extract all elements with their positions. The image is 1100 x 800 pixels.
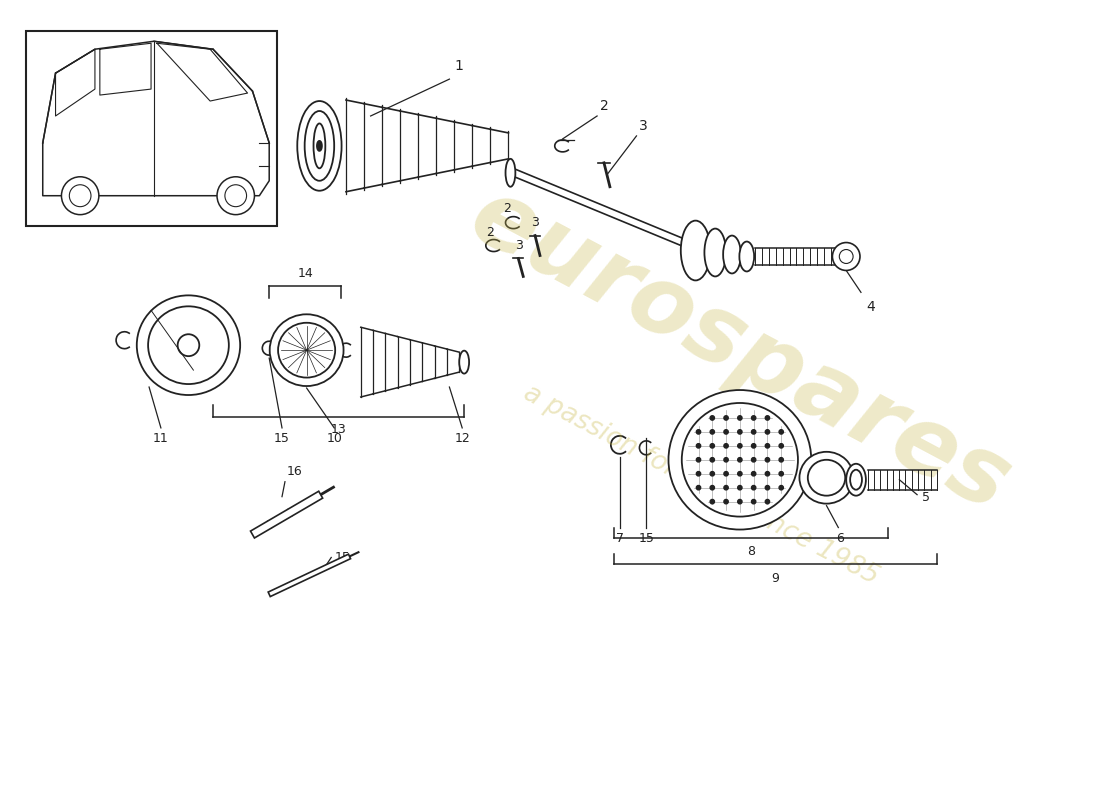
Circle shape bbox=[751, 458, 756, 462]
Circle shape bbox=[738, 458, 742, 462]
Text: 11: 11 bbox=[153, 432, 168, 445]
Ellipse shape bbox=[800, 452, 854, 504]
Circle shape bbox=[724, 458, 728, 462]
Circle shape bbox=[696, 444, 701, 448]
Ellipse shape bbox=[278, 322, 336, 378]
Bar bbox=[26, 31, 277, 226]
Ellipse shape bbox=[459, 350, 469, 374]
Text: 8: 8 bbox=[747, 545, 755, 558]
Circle shape bbox=[751, 416, 756, 420]
Circle shape bbox=[724, 471, 728, 476]
Circle shape bbox=[751, 430, 756, 434]
Circle shape bbox=[738, 416, 742, 420]
Ellipse shape bbox=[807, 460, 845, 496]
Text: 2: 2 bbox=[486, 226, 494, 239]
Circle shape bbox=[711, 444, 715, 448]
Text: 2: 2 bbox=[504, 202, 512, 215]
Circle shape bbox=[696, 458, 701, 462]
Text: 14: 14 bbox=[297, 267, 313, 280]
Ellipse shape bbox=[317, 141, 322, 151]
Circle shape bbox=[711, 430, 715, 434]
Text: 15: 15 bbox=[638, 531, 654, 545]
Circle shape bbox=[738, 486, 742, 490]
Circle shape bbox=[738, 499, 742, 504]
Ellipse shape bbox=[846, 464, 866, 496]
Text: 10: 10 bbox=[327, 432, 342, 445]
Circle shape bbox=[724, 430, 728, 434]
Text: 13: 13 bbox=[331, 423, 346, 436]
Circle shape bbox=[696, 430, 701, 434]
Circle shape bbox=[833, 242, 860, 270]
Text: a passion for parts since 1985: a passion for parts since 1985 bbox=[518, 380, 882, 590]
Text: 16: 16 bbox=[287, 465, 303, 478]
Circle shape bbox=[711, 471, 715, 476]
Circle shape bbox=[724, 486, 728, 490]
Circle shape bbox=[69, 185, 91, 206]
Circle shape bbox=[738, 471, 742, 476]
Circle shape bbox=[696, 471, 701, 476]
Ellipse shape bbox=[270, 314, 343, 386]
Circle shape bbox=[779, 444, 783, 448]
Ellipse shape bbox=[506, 159, 516, 186]
Ellipse shape bbox=[305, 111, 334, 181]
Circle shape bbox=[779, 471, 783, 476]
Text: 6: 6 bbox=[836, 531, 844, 545]
Ellipse shape bbox=[681, 221, 711, 281]
Circle shape bbox=[711, 458, 715, 462]
Text: 3: 3 bbox=[531, 216, 539, 229]
Circle shape bbox=[62, 177, 99, 214]
Ellipse shape bbox=[177, 334, 199, 356]
Text: eurospares: eurospares bbox=[454, 170, 1025, 531]
Text: 7: 7 bbox=[616, 531, 624, 545]
Ellipse shape bbox=[669, 390, 811, 530]
Circle shape bbox=[779, 430, 783, 434]
Circle shape bbox=[738, 430, 742, 434]
Circle shape bbox=[711, 499, 715, 504]
Text: 3: 3 bbox=[639, 119, 648, 133]
Text: 5: 5 bbox=[922, 491, 930, 504]
Circle shape bbox=[779, 458, 783, 462]
Polygon shape bbox=[251, 491, 322, 538]
Ellipse shape bbox=[850, 470, 862, 490]
Circle shape bbox=[766, 471, 770, 476]
Circle shape bbox=[217, 177, 254, 214]
Circle shape bbox=[779, 486, 783, 490]
Text: 15: 15 bbox=[274, 432, 290, 445]
Text: 2: 2 bbox=[600, 99, 608, 113]
Circle shape bbox=[766, 458, 770, 462]
Text: 12: 12 bbox=[454, 432, 470, 445]
Circle shape bbox=[711, 416, 715, 420]
Ellipse shape bbox=[682, 403, 798, 517]
Circle shape bbox=[751, 444, 756, 448]
Circle shape bbox=[751, 486, 756, 490]
Polygon shape bbox=[268, 554, 351, 597]
Circle shape bbox=[751, 499, 756, 504]
Text: 1: 1 bbox=[454, 59, 463, 73]
Circle shape bbox=[839, 250, 854, 263]
Circle shape bbox=[766, 486, 770, 490]
Circle shape bbox=[766, 499, 770, 504]
Text: 15: 15 bbox=[334, 551, 350, 564]
Circle shape bbox=[766, 416, 770, 420]
Circle shape bbox=[766, 444, 770, 448]
Circle shape bbox=[724, 499, 728, 504]
Ellipse shape bbox=[148, 306, 229, 384]
Ellipse shape bbox=[297, 101, 342, 190]
Circle shape bbox=[738, 444, 742, 448]
Circle shape bbox=[224, 185, 246, 206]
Text: 3: 3 bbox=[516, 239, 524, 252]
Ellipse shape bbox=[723, 235, 740, 274]
Text: 4: 4 bbox=[866, 300, 874, 314]
Circle shape bbox=[724, 416, 728, 420]
Circle shape bbox=[766, 430, 770, 434]
Ellipse shape bbox=[136, 295, 240, 395]
Circle shape bbox=[696, 486, 701, 490]
Ellipse shape bbox=[739, 242, 755, 271]
Circle shape bbox=[724, 444, 728, 448]
Circle shape bbox=[751, 471, 756, 476]
Text: 9: 9 bbox=[771, 572, 779, 585]
Ellipse shape bbox=[704, 229, 726, 277]
Ellipse shape bbox=[314, 123, 326, 168]
Circle shape bbox=[711, 486, 715, 490]
